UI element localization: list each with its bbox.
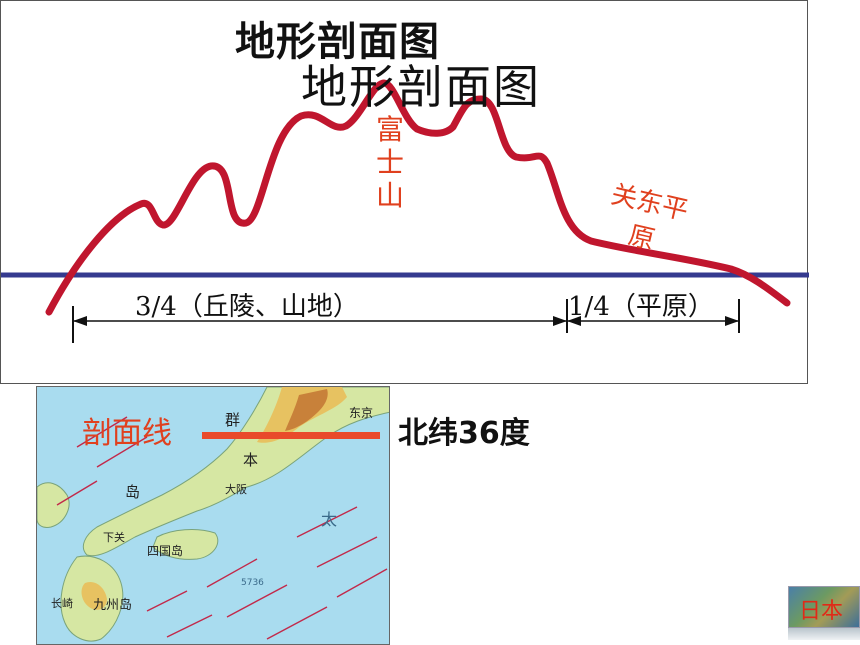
kyushu-highland [81, 581, 107, 610]
honshu-land [82, 387, 389, 557]
page-title: 地形剖面图 [235, 19, 440, 65]
map-label-pacific: 太 [321, 510, 337, 529]
western-coast-land [37, 482, 70, 528]
japan-map: 东京 群 本 岛 大阪 四国岛 下关 九州岛 长崎 太 5736 [36, 386, 390, 645]
map-label-qun: 群 [225, 411, 240, 429]
arrowhead-left [73, 316, 87, 326]
latitude-label: 北纬36度 [398, 416, 530, 451]
ocean-current-arrows [56, 416, 388, 640]
map-label-kyushu: 九州岛 [93, 597, 132, 613]
map-label-osaka: 大阪 [225, 482, 247, 496]
japan-thumbnail-link[interactable]: 日本 [788, 586, 860, 628]
ratio-hills-mountains-label: 3/4（丘陵、山地） [135, 292, 359, 322]
mountain-core [285, 389, 328, 431]
map-label-shikoku: 四国岛 [147, 543, 183, 558]
profile-panel: 地形剖面图 地形剖面图 富士山 关东平 原 3/4（丘陵、山地） 1/4（平原） [0, 0, 809, 384]
map-label-honshu-1: 本 [243, 451, 258, 469]
thumbnail-reflection [788, 628, 860, 640]
mount-fuji-label: 富士山 [375, 113, 404, 212]
ratio-plains-label: 1/4（平原） [568, 292, 714, 322]
map-label-shimonoseki: 下关 [103, 530, 125, 544]
arrowhead-mid-right [567, 316, 581, 326]
terrain-profile-curve [45, 79, 791, 316]
shikoku-land [152, 529, 219, 560]
profile-diagram [1, 79, 809, 343]
japan-map-graphic: 东京 群 本 岛 大阪 四国岛 下关 九州岛 长崎 太 5736 [37, 387, 389, 642]
title-echo: 地形剖面图 [301, 60, 541, 114]
arrowhead-right [725, 316, 739, 326]
map-label-tokyo: 东京 [349, 406, 373, 420]
section-line-label: 剖面线 [82, 416, 172, 451]
section-line-marker [202, 432, 380, 439]
map-label-honshu-2: 岛 [125, 483, 140, 501]
arrowhead-mid-left [553, 316, 567, 326]
map-label-nagasaki: 长崎 [51, 596, 73, 610]
map-label-depth: 5736 [241, 578, 264, 588]
japan-thumbnail-label: 日本 [799, 599, 844, 624]
